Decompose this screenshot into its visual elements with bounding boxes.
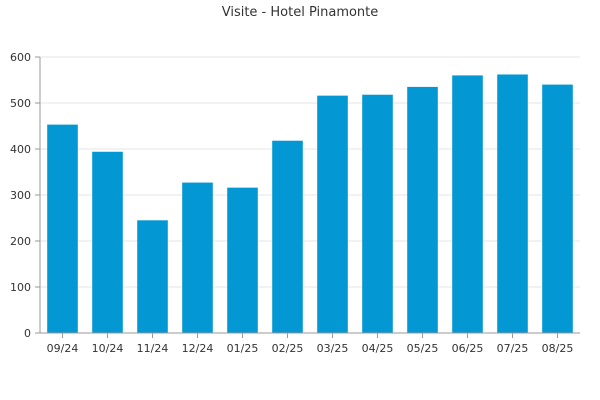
y-tick-label: 200 [10, 235, 31, 248]
bar [182, 182, 213, 333]
x-tick-label: 07/25 [497, 342, 529, 355]
x-tick-label: 04/25 [362, 342, 394, 355]
x-tick-label: 10/24 [92, 342, 124, 355]
grid-lines [40, 56, 580, 288]
bar [317, 95, 348, 333]
y-tick-label: 0 [24, 327, 31, 340]
y-tick-label: 300 [10, 189, 31, 202]
bar [227, 187, 258, 333]
x-axis-ticks: 09/24 10/24 11/24 12/24 01/25 02/25 03/25 04/25… [47, 333, 574, 355]
bar [362, 94, 393, 333]
x-tick-label: 05/25 [407, 342, 439, 355]
x-tick-label: 02/25 [272, 342, 304, 355]
bars [47, 74, 573, 334]
y-tick-label: 500 [10, 97, 31, 110]
x-tick-label: 03/25 [317, 342, 349, 355]
x-tick-label: 01/25 [227, 342, 259, 355]
bar [137, 220, 168, 333]
bar [272, 140, 303, 333]
bar [407, 86, 438, 334]
y-tick-label: 600 [10, 51, 31, 64]
x-tick-label: 09/24 [47, 342, 79, 355]
y-tick-label: 400 [10, 143, 31, 156]
x-tick-label: 08/25 [542, 342, 574, 355]
y-tick-label: 100 [10, 281, 31, 294]
x-tick-label: 11/24 [137, 342, 169, 355]
x-tick-label: 06/25 [452, 342, 484, 355]
chart-title: Visite - Hotel Pinamonte [222, 5, 379, 20]
x-tick-label: 12/24 [182, 342, 214, 355]
bar [497, 74, 528, 333]
y-axis-ticks: 0 100 200 300 400 500 600 [10, 51, 40, 340]
bar [452, 75, 483, 334]
bar [47, 124, 78, 334]
bar [542, 84, 573, 333]
bar [92, 151, 123, 333]
